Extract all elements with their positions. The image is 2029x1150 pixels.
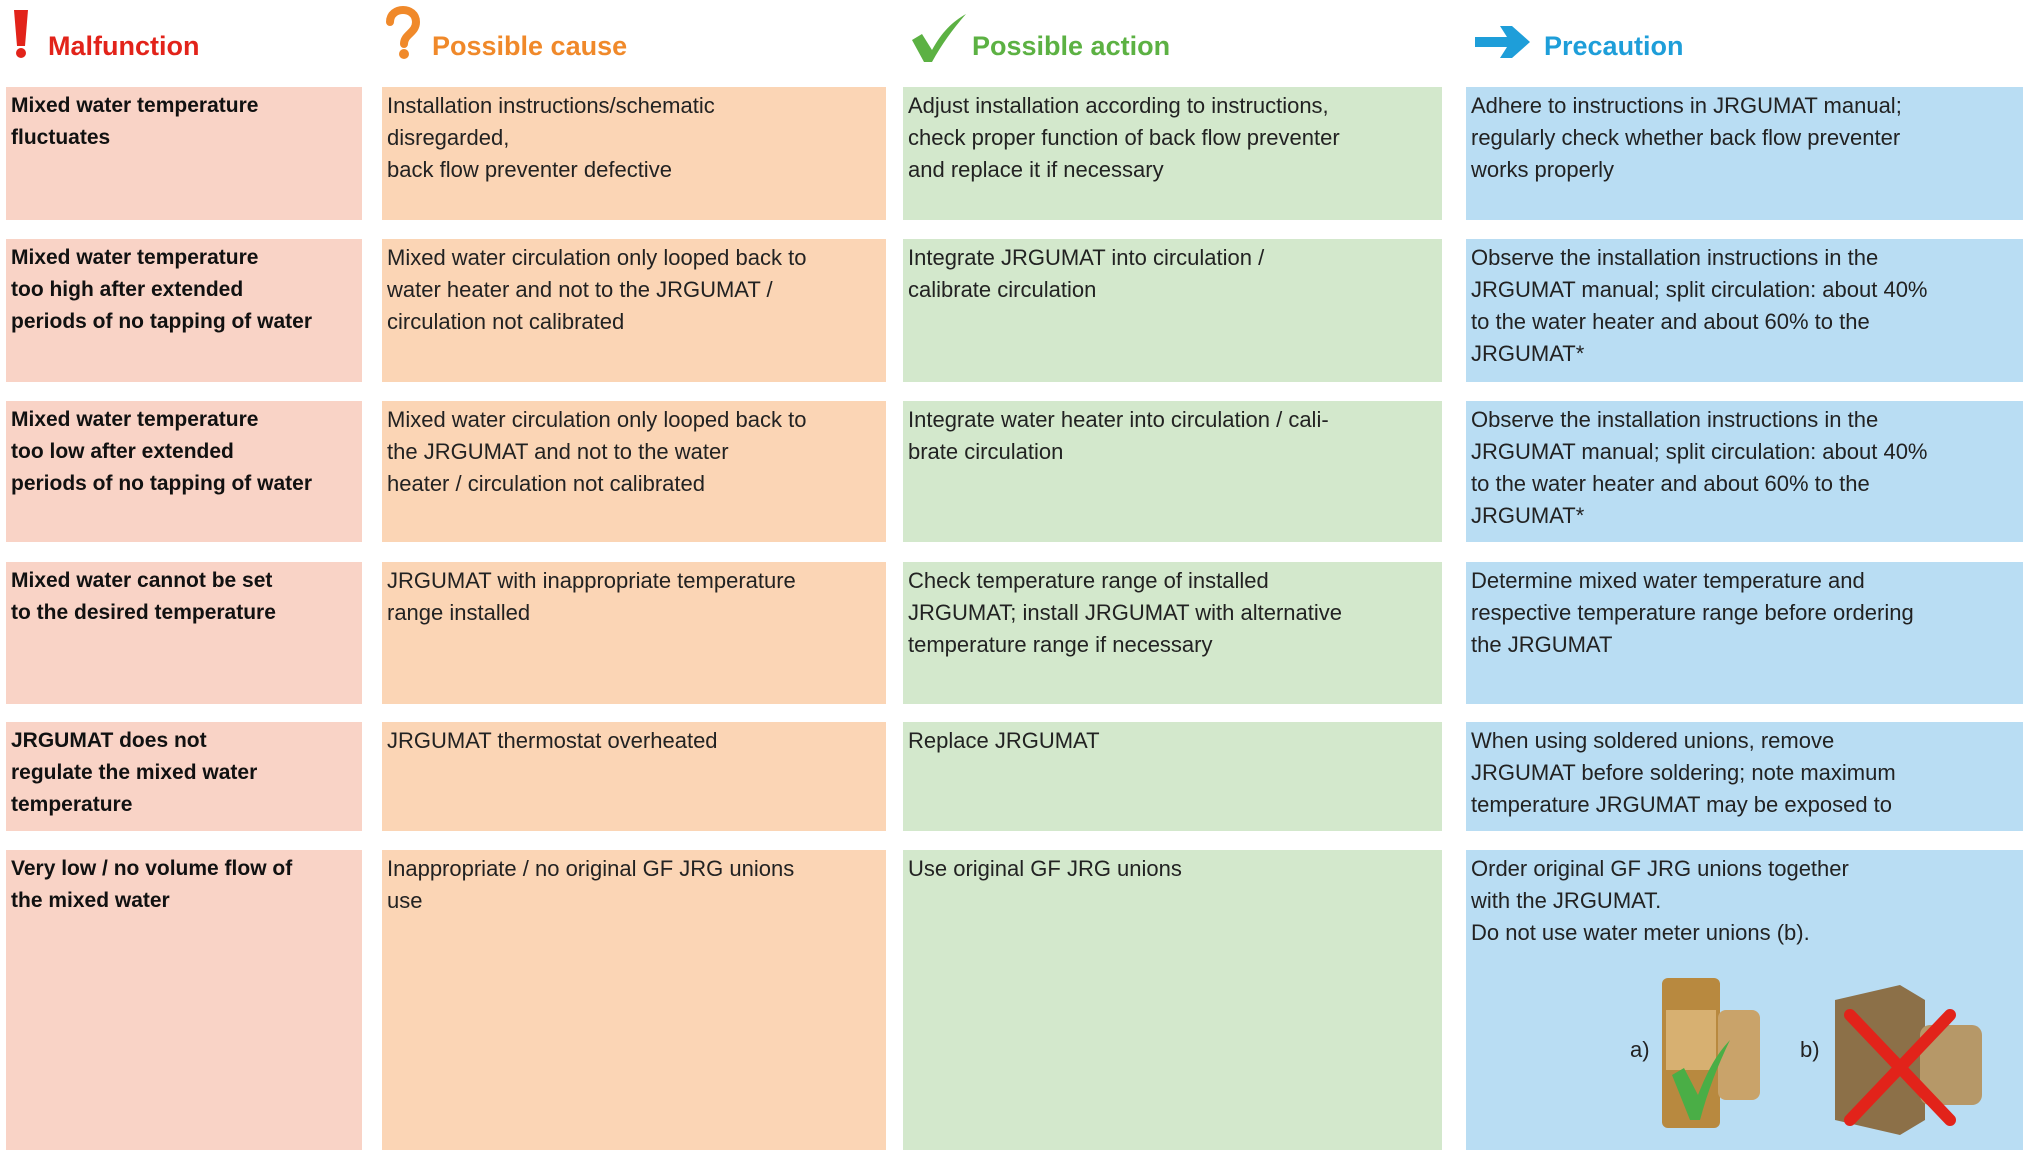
cell-text: brate circulation [908,439,1064,464]
cell-text: JRGUMAT does not [11,729,207,752]
cell-text: Mixed water temperature [11,94,259,117]
cell-text: temperature range if necessary [908,632,1213,657]
table-cell: Use original GF JRG unions [903,850,1442,1150]
cell-text: respective temperature range before orde… [1471,600,1914,625]
table-cell: Mixed water temperature too low after ext… [6,401,362,542]
table-cell: Mixed water temperature too high after ex… [6,239,362,382]
table-cell: Observe the installation instructions in… [1466,239,2023,382]
column-header: Malfunction [48,31,200,61]
cell-text: range installed [387,600,531,625]
table-cell: Adjust installation according to instruc… [903,87,1442,220]
table-cell: Inappropriate / no original GF JRG union… [382,850,886,1150]
table-cell: Integrate JRGUMAT into circulation / cali… [903,239,1442,382]
cell-text: with the JRGUMAT. [1471,888,1662,913]
cell-text: the JRGUMAT and not to the water [387,439,729,464]
cell-text: Integrate water heater into circulation … [908,407,1329,432]
cell-text: too low after extended [11,440,234,463]
cell-text: Observe the installation instructions in… [1471,407,1879,432]
table-cell: Mixed water circulation only looped back… [382,401,886,542]
arrow-icon [1475,26,1530,58]
cell-text: Inappropriate / no original GF JRG union… [387,856,795,881]
cell-text: and replace it if necessary [908,157,1164,182]
cell-text: periods of no tapping of water [11,310,312,333]
table-cell: Order original GF JRG unions together wit… [1466,850,2023,1150]
cell-text: to the water heater and about 60% to the [1471,309,1870,334]
cell-text: back flow preventer defective [387,157,672,182]
cell-text: Very low / no volume flow of [11,857,293,880]
cell-text: Replace JRGUMAT [908,728,1100,753]
table-cell: Integrate water heater into circulation … [903,401,1442,542]
cell-text: JRGUMAT* [1471,341,1585,366]
column-header: Possible action [972,31,1171,61]
exclamation-icon [14,10,28,58]
table-cell: Very low / no volume flow of the mixed wa… [6,850,362,1150]
cell-text: regulate the mixed water [11,761,258,784]
cell-text: Mixed water circulation only looped back… [387,407,807,432]
table-cell: Determine mixed water temperature and res… [1466,562,2023,704]
table-cell: When using soldered unions, remove JRGUMA… [1466,722,2023,831]
cell-text: Adhere to instructions in JRGUMAT manual… [1471,93,1902,118]
cell-text: Observe the installation instructions in… [1471,245,1879,270]
check-icon [912,14,966,62]
cell-text: Determine mixed water temperature and [1471,568,1865,593]
question-icon [386,6,421,59]
cell-text: check proper function of back flow preve… [908,125,1340,150]
image-label: b) [1800,1037,1820,1062]
cell-text: water heater and not to the JRGUMAT / [387,277,773,302]
table-cell: JRGUMAT does not regulate the mixed water… [6,722,362,831]
column-header: Precaution [1544,31,1684,61]
cell-text: Mixed water temperature [11,246,259,269]
cell-text: JRGUMAT; install JRGUMAT with alternativ… [908,600,1342,625]
cell-text: JRGUMAT thermostat overheated [387,728,718,753]
cell-text: heater / circulation not calibrated [387,471,705,496]
cell-text: JRGUMAT manual; split circulation: about… [1471,277,1928,302]
cell-text: to the water heater and about 60% to the [1471,471,1870,496]
table-cell: JRGUMAT with inappropriate temperature ra… [382,562,886,704]
cell-text: Mixed water circulation only looped back… [387,245,807,270]
cell-text: JRGUMAT with inappropriate temperature [387,568,796,593]
table-cell: Mixed water temperature fluctuates [6,87,362,220]
table-cell: Mixed water cannot be set to the desired … [6,562,362,704]
cell-text: fluctuates [11,126,111,149]
table-cell: Replace JRGUMAT [903,722,1442,831]
column-header: Possible cause [432,31,628,61]
cell-text: Mixed water cannot be set [11,569,273,592]
cell-text: to the desired temperature [11,601,276,624]
cell-text: Integrate JRGUMAT into circulation / [908,245,1265,270]
cell-text: When using soldered unions, remove [1471,728,1835,753]
table-cell: Installation instructions/schematic disre… [382,87,886,220]
cell-text: the JRGUMAT [1471,632,1613,657]
cell-text: Use original GF JRG unions [908,856,1182,881]
cell-text: works properly [1471,157,1615,182]
cell-text: disregarded, [387,125,510,150]
cell-text: Adjust installation according to instruc… [908,93,1329,118]
cell-text: Do not use water meter unions (b). [1471,920,1810,945]
table-cell: Mixed water circulation only looped back… [382,239,886,382]
image-label: a) [1630,1037,1650,1062]
cell-text: too high after extended [11,278,244,301]
cell-text: calibrate circulation [908,277,1097,302]
cell-text: temperature JRGUMAT may be exposed to [1471,792,1893,817]
cell-text: regularly check whether back flow preven… [1471,125,1901,150]
cell-text: JRGUMAT before soldering; note maximum [1471,760,1896,785]
cell-text: Order original GF JRG unions together [1471,856,1849,881]
cell-text: Installation instructions/schematic [387,93,715,118]
cell-text: Mixed water temperature [11,408,259,431]
cell-text: periods of no tapping of water [11,472,312,495]
table-cell: Adhere to instructions in JRGUMAT manual… [1466,87,2023,220]
cell-text: Check temperature range of installed [908,568,1269,593]
cell-text: temperature [11,793,133,816]
table-cell: Observe the installation instructions in… [1466,401,2023,542]
table-cell: JRGUMAT thermostat overheated [382,722,886,831]
cell-text: use [387,888,423,913]
cell-text: JRGUMAT* [1471,503,1585,528]
cell-text: circulation not calibrated [387,309,625,334]
cell-text: JRGUMAT manual; split circulation: about… [1471,439,1928,464]
cell-text: the mixed water [11,889,170,912]
table-cell: Check temperature range of installed JRGU… [903,562,1442,704]
